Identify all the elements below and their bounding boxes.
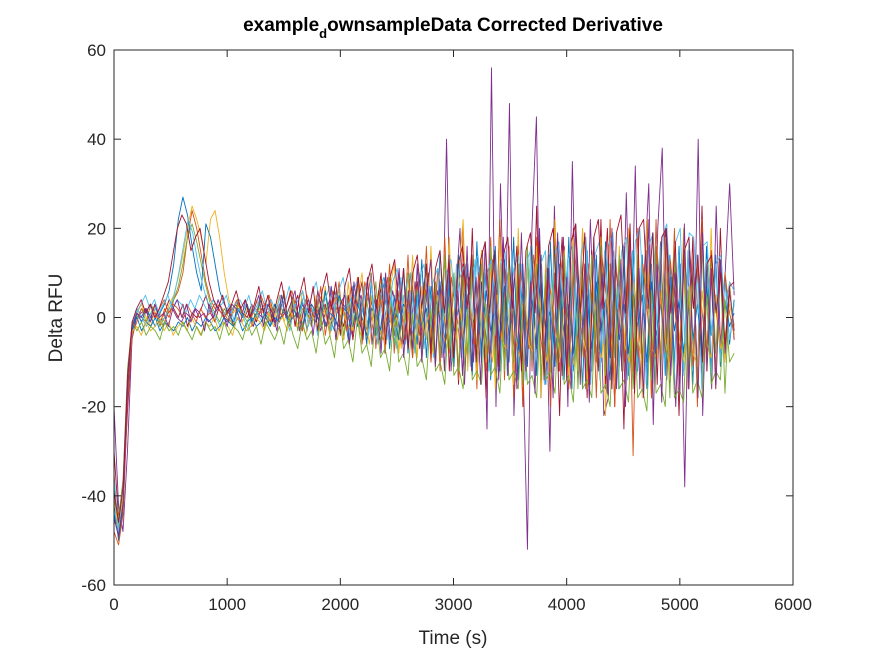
y-tick-label: 60	[87, 41, 106, 60]
y-tick-label: 0	[97, 309, 106, 328]
series-line-12	[113, 285, 735, 519]
axes-layer: 0 1000 2000 3000 4000 5000 6000 -60 -40 -20 0 20 40 6…	[81, 41, 811, 614]
series-line-6	[113, 196, 735, 541]
x-axis-label: Time (s)	[419, 628, 488, 649]
chart-title-subscript: d	[319, 26, 327, 41]
x-tick-label: 2000	[321, 595, 359, 614]
x-tick-label: 6000	[774, 595, 812, 614]
y-tick-label: -20	[81, 398, 106, 417]
x-tick-label: 4000	[548, 595, 586, 614]
series-line-14	[113, 214, 735, 524]
series-layer	[113, 67, 735, 550]
x-tick-label: 1000	[208, 595, 246, 614]
x-tick-label: 5000	[661, 595, 699, 614]
y-axis-label: Delta RFU	[46, 274, 67, 363]
chart-title-prefix: example	[243, 15, 319, 36]
chart-title: exampledownsampleData Corrected Derivati…	[243, 15, 663, 41]
y-tick-label: -40	[81, 487, 106, 506]
chart-title-suffix: ownsampleData Corrected Derivative	[327, 15, 663, 36]
y-tick-label: -60	[81, 576, 106, 595]
series-line-8	[113, 276, 735, 537]
y-tick-label: 40	[87, 130, 106, 149]
y-tick-label: 20	[87, 219, 106, 238]
x-tick-label: 3000	[435, 595, 473, 614]
x-tick-label: 0	[109, 595, 118, 614]
series-line-7	[113, 218, 735, 528]
